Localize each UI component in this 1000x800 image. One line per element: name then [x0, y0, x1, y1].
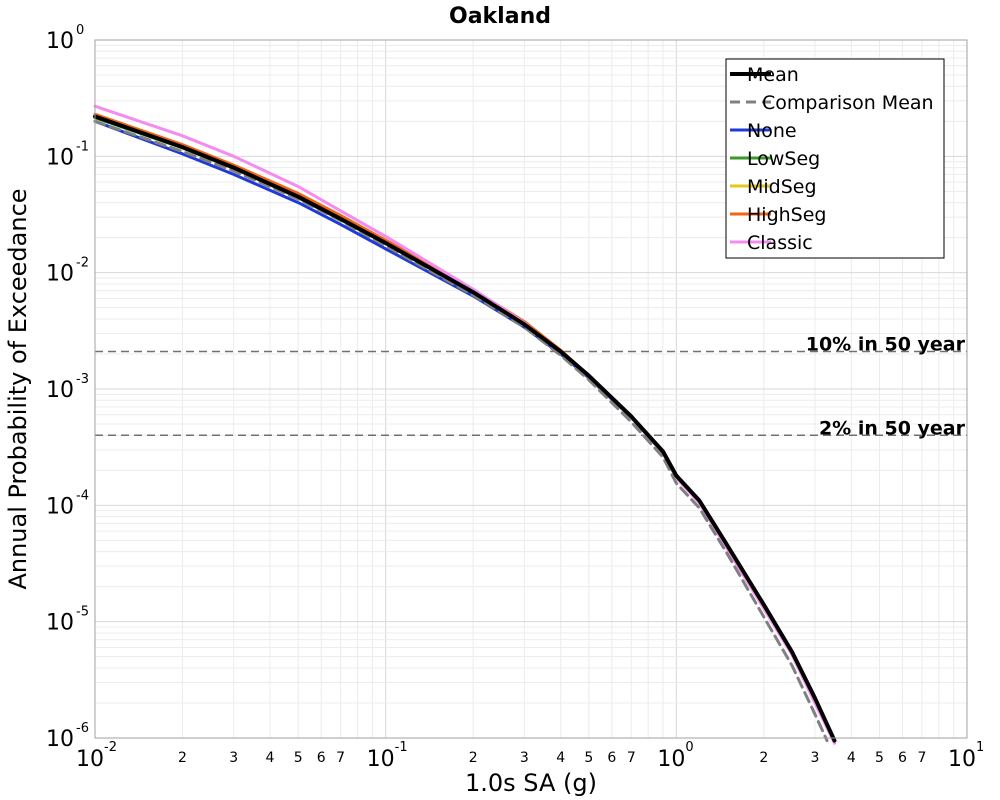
y-tick-exponent: -2: [76, 256, 89, 271]
x-tick-label: 10: [367, 747, 395, 772]
reference-line-label: 2% in 50 year: [819, 417, 966, 439]
x-tick-label: 10: [76, 747, 104, 772]
x-minor-tick-label: 5: [875, 750, 884, 766]
x-axis-label: 1.0s SA (g): [465, 769, 597, 797]
x-axis-ticks: 10 -2 10 -1 10 0 10 12 3 4 5 6 7 2 3 4 5 6 7 2 3 4 5 6 7: [76, 740, 984, 772]
series-lines: [93, 104, 837, 745]
x-minor-tick-label: 7: [918, 750, 927, 766]
legend-label: Comparison Mean: [762, 92, 934, 114]
x-tick-exponent: 1: [976, 740, 984, 755]
y-tick-exponent: -5: [76, 605, 89, 620]
legend-label: HighSeg: [747, 204, 826, 226]
legend-label: MidSeg: [747, 176, 817, 198]
plot-frame: [94, 39, 968, 739]
legend-label: Mean: [747, 64, 799, 86]
x-minor-tick-label: 3: [229, 750, 238, 766]
x-tick-exponent: -2: [104, 740, 117, 755]
y-tick-label: 10: [46, 145, 74, 170]
y-tick-exponent: -6: [76, 721, 89, 736]
y-tick-label: 10: [46, 494, 74, 519]
x-tick-label: 10: [657, 747, 685, 772]
series-line: [93, 119, 829, 743]
y-tick-exponent: -4: [76, 488, 89, 503]
y-tick-exponent: -1: [76, 139, 89, 154]
x-tick-exponent: -1: [395, 740, 408, 755]
x-minor-tick-label: 3: [811, 750, 820, 766]
series-line: [93, 114, 837, 743]
x-minor-tick-label: 4: [556, 750, 565, 766]
x-minor-tick-label: 4: [847, 750, 856, 766]
x-minor-tick-label: 2: [759, 750, 768, 766]
reference-line-label: 10% in 50 year: [806, 334, 966, 356]
y-tick-label: 10: [46, 611, 74, 636]
x-minor-tick-label: 3: [520, 750, 529, 766]
y-tick-label: 10: [46, 727, 74, 752]
legend-label: LowSeg: [747, 148, 820, 170]
x-minor-tick-label: 7: [336, 750, 345, 766]
x-minor-tick-label: 2: [178, 750, 187, 766]
x-minor-tick-label: 4: [266, 750, 275, 766]
y-tick-label: 10: [46, 378, 74, 403]
y-tick-exponent: 0: [76, 23, 84, 38]
x-minor-tick-label: 7: [627, 750, 636, 766]
legend-label: Classic: [747, 232, 813, 254]
x-minor-tick-label: 2: [469, 750, 478, 766]
legend-label: None: [747, 120, 797, 142]
x-minor-tick-label: 6: [317, 750, 326, 766]
grid: [94, 40, 967, 739]
x-minor-tick-label: 6: [898, 750, 907, 766]
y-tick-label: 10: [46, 262, 74, 287]
x-tick-label: 10: [948, 747, 976, 772]
chart-title: Oakland: [449, 4, 551, 29]
y-tick-exponent: -3: [76, 372, 89, 387]
y-axis-label: Annual Probability of Exceedance: [4, 188, 32, 589]
legend: Mean Comparison Mean None LowSeg MidSeg HighS…: [725, 58, 945, 259]
y-tick-label: 10: [46, 29, 74, 54]
reference-lines: 10% in 50 year 2% in 50 year: [95, 334, 967, 439]
x-minor-tick-label: 5: [294, 750, 303, 766]
x-minor-tick-label: 5: [584, 750, 593, 766]
x-minor-tick-label: 6: [607, 750, 616, 766]
x-tick-exponent: 0: [685, 740, 693, 755]
